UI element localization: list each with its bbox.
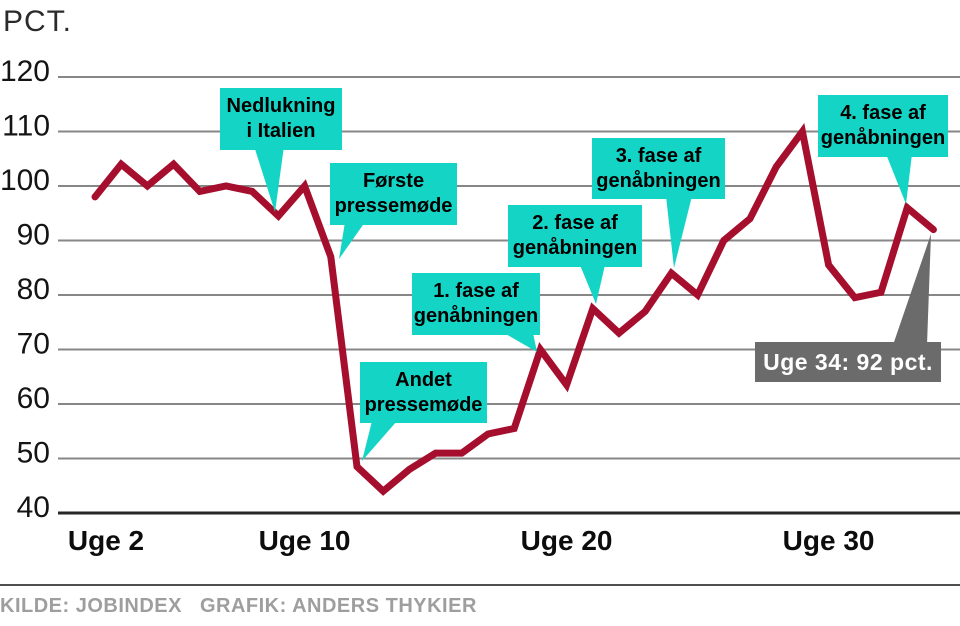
fase-4-genaabning-pointer — [886, 154, 912, 204]
fase-2-genaabning-callout: 2. fase af genåbningen — [508, 205, 642, 267]
y-tick-label-90: 90 — [17, 219, 50, 252]
y-tick-label-80: 80 — [17, 273, 50, 306]
jobindex-trend-line — [91, 123, 937, 496]
y-tick-label-100: 100 — [0, 164, 50, 197]
fase-2-genaabning-pointer — [580, 265, 605, 304]
y-tick-label-110: 110 — [2, 110, 50, 143]
foerste-pressemoede-callout: Første pressemøde — [330, 163, 457, 225]
y-tick-label-70: 70 — [17, 328, 50, 361]
trend-line-chart: 40 50 60 70 80 90 100 110 120 Uge 2 Uge 10 Uge 20 Ug… — [0, 55, 960, 556]
footer: KILDE: JOBINDEX GRAFIK: ANDERS THYKIER — [0, 584, 960, 626]
y-tick-label-60: 60 — [17, 382, 50, 415]
fase-3-genaabning-callout: 3. fase af genåbningen — [592, 138, 725, 199]
uge-34-value-callout: Uge 34: 92 pct. — [755, 342, 941, 382]
y-tick-label-40: 40 — [17, 491, 50, 524]
foerste-pressemoede-pointer — [339, 222, 365, 259]
y-tick-label-120: 120 — [0, 55, 50, 88]
uge-34-value-pointer — [893, 234, 931, 345]
andet-pressemoede-callout: Andet pressemøde — [360, 362, 487, 423]
nedlukning-i-italien-pointer — [254, 146, 284, 212]
andet-pressemoede-pointer — [362, 421, 397, 461]
y-tick-label-50: 50 — [17, 437, 50, 470]
fase-3-genaabning-pointer — [666, 196, 692, 268]
graphic-credit: GRAFIK: ANDERS THYKIER — [199, 594, 477, 617]
x-tick-label-week-10: Uge 10 — [259, 525, 351, 556]
fase-1-genaabning-pointer — [504, 333, 537, 352]
x-tick-label-week-30: Uge 30 — [783, 525, 875, 556]
fase-4-genaabning-callout: 4. fase af genåbningen — [818, 95, 948, 157]
x-tick-label-week-20: Uge 20 — [521, 525, 613, 556]
nedlukning-i-italien-callout: Nedlukning i Italien — [220, 88, 342, 150]
source-credit: KILDE: JOBINDEX — [0, 594, 182, 617]
x-tick-label-week-2: Uge 2 — [68, 525, 144, 556]
fase-1-genaabning-callout: 1. fase af genåbningen — [412, 273, 540, 335]
y-axis-unit-label: PCT. — [3, 5, 73, 38]
